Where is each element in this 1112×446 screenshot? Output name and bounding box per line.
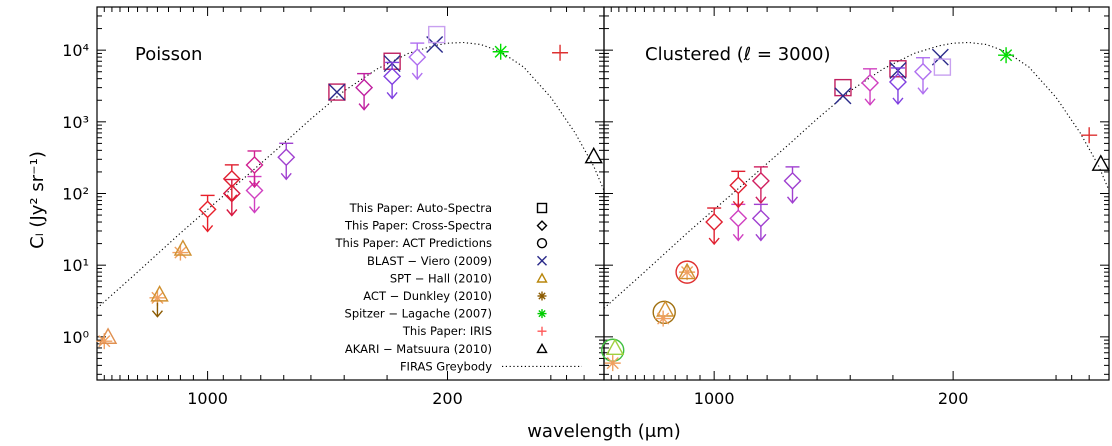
y-tick-label: 10³ (62, 113, 89, 132)
poisson-diamond-up-point (198, 194, 217, 233)
poisson-square-point (328, 83, 346, 101)
x-tick-label: 1000 (187, 389, 228, 408)
poisson-square-point (428, 25, 446, 44)
legend-marker (536, 342, 548, 354)
firas-greybody-curve (96, 41, 605, 309)
legend-label: This Paper: Auto-Spectra (349, 201, 492, 215)
legend-marker (537, 255, 547, 266)
y-tick-label: 10² (62, 185, 89, 204)
legend-marker (536, 237, 548, 249)
poisson-triangle-point (98, 327, 118, 344)
clustered-diamond-up-point (729, 203, 748, 242)
firas-greybody-curve (603, 41, 1110, 309)
clustered-diamond-up-point (751, 203, 770, 242)
clustered-asterisk-point (679, 264, 696, 281)
poisson-triangle-point (150, 285, 169, 302)
y-tick-label: 10⁴ (62, 41, 89, 60)
clustered-diamond-up-point (705, 207, 724, 246)
clustered-panel: Clustered (ℓ = 3000) 1000 200 (601, 6, 1110, 408)
legend-marker (537, 291, 547, 301)
clustered-triangle-point (605, 338, 625, 356)
legend-label: This Paper: ACT Predictions (334, 236, 492, 250)
clustered-diamond-up-point (861, 68, 880, 106)
y-tick-label: 10⁰ (62, 328, 89, 347)
legend-label: ACT − Dunkley (2010) (363, 289, 492, 303)
clustered-asterisk-point (998, 47, 1015, 64)
clustered-asterisk-point (604, 355, 621, 372)
y-axis-label: Cₗ (Jy² sr⁻¹) (27, 151, 48, 249)
poisson-diamond-up-point (277, 142, 296, 181)
clustered-square-point (889, 60, 907, 78)
poisson-triangle-point (173, 239, 193, 256)
poisson-panel-title: Poisson (135, 44, 202, 65)
clustered-circle-point (675, 260, 699, 284)
clustered-diamond-up-point (888, 67, 907, 106)
legend-label: AKARI − Matsuura (2010) (345, 342, 492, 356)
x-tick-label: 200 (938, 389, 969, 408)
clustered-triangle-point (677, 262, 697, 280)
legend-marker (536, 202, 548, 214)
poisson-arrow-point (151, 302, 163, 318)
clustered-triangle-point (1091, 154, 1110, 171)
clustered-square-point (933, 58, 952, 76)
clustered-panel-title: Clustered (ℓ = 3000) (645, 44, 831, 65)
x-tick-label: 1000 (694, 389, 735, 408)
clustered-square-point (834, 78, 852, 97)
poisson-diamond-up-point (383, 61, 402, 100)
poisson-diamond-up-point (355, 72, 374, 111)
clustered-circle-point (652, 300, 676, 325)
clustered-x-point (834, 87, 852, 105)
poisson-diamond-up-point (245, 150, 264, 189)
poisson-asterisk-point (492, 43, 509, 60)
clustered-plus-point (1081, 127, 1098, 144)
clustered-asterisk-point (655, 310, 672, 327)
poisson-diamond-up-point (222, 164, 241, 202)
legend: This Paper: Auto-Spectra This Paper: Cros… (334, 201, 582, 373)
poisson-diamond-up-point (408, 42, 427, 81)
legend-label: This Paper: IRIS (402, 324, 492, 338)
poisson-asterisk-point (172, 244, 189, 261)
legend-marker (536, 220, 548, 232)
clustered-diamond-up-point (914, 57, 932, 95)
clustered-diamond-up-point (751, 166, 770, 204)
y-tick-label: 10¹ (62, 256, 89, 275)
poisson-triangle-point (584, 146, 603, 164)
legend-label: Spitzer − Lagache (2007) (345, 307, 492, 321)
legend-marker (536, 272, 548, 283)
legend-label: FIRAS Greybody (400, 359, 492, 373)
legend-label: SPT − Hall (2010) (390, 271, 492, 285)
legend-label: This Paper: Cross-Spectra (344, 219, 492, 233)
poisson-plus-point (552, 44, 569, 61)
legend-marker (537, 326, 547, 336)
clustered-diamond-up-point (783, 166, 802, 204)
legend-marker (537, 309, 547, 319)
x-tick-label: 200 (432, 389, 463, 408)
poisson-x-point (328, 83, 346, 101)
legend-label: BLAST − Viero (2009) (367, 254, 492, 268)
clustered-diamond-up-point (729, 170, 748, 209)
x-axis-label: wavelength (μm) (527, 421, 681, 442)
